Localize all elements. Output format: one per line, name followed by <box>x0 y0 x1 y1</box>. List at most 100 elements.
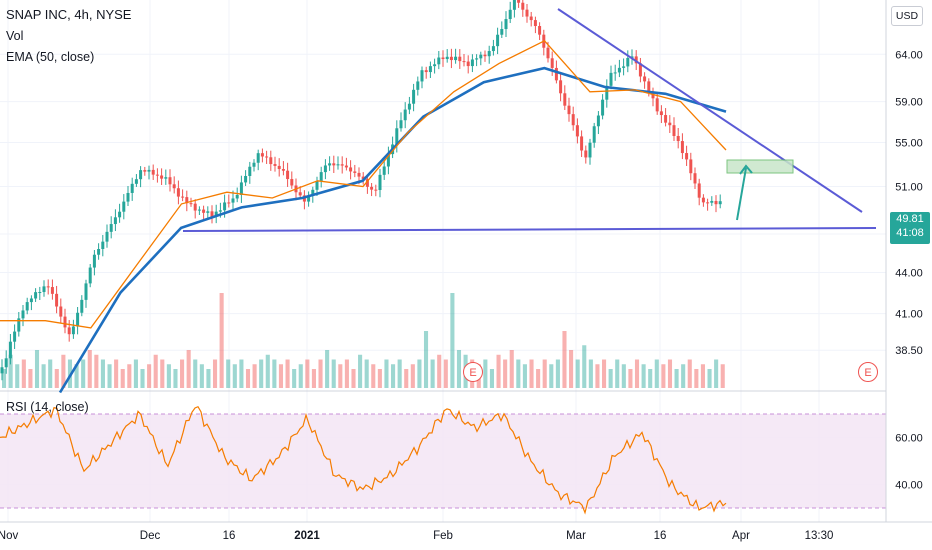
candle-body <box>357 172 361 177</box>
candle-body <box>706 202 710 204</box>
volume-bar <box>74 364 79 388</box>
volume-bar <box>259 359 264 388</box>
volume-bar <box>621 364 626 388</box>
candle-body <box>668 122 672 126</box>
volume-bar <box>397 359 402 388</box>
volume-bar <box>674 369 679 388</box>
volume-bar <box>667 359 673 388</box>
volume-bar <box>81 359 86 388</box>
price-tick-label: 59.00 <box>895 97 923 109</box>
candle-body <box>126 192 130 202</box>
candle-body <box>458 56 462 62</box>
volume-bar <box>364 359 369 388</box>
volume-bar <box>219 293 224 388</box>
candle-body <box>647 81 651 92</box>
time-tick-label: 16 <box>223 530 236 542</box>
volume-bar <box>707 369 712 388</box>
rsi-axis-ticks: 40.00 60.00 <box>895 432 923 491</box>
candle-body <box>273 164 277 166</box>
rsi-tick-label: 60.00 <box>895 432 923 444</box>
volume-bar <box>509 350 514 388</box>
candle-body <box>433 64 437 67</box>
target-box[interactable] <box>726 159 794 174</box>
support-trendline[interactable] <box>182 227 877 232</box>
last-price-badge: 49.81 41:08 <box>890 212 930 244</box>
earnings-marker-apr[interactable]: E <box>858 362 878 382</box>
rsi-legend[interactable]: RSI (14, close) <box>6 400 89 414</box>
volume-bar <box>265 354 270 388</box>
volume-bar <box>522 364 527 388</box>
candle-body <box>223 202 227 211</box>
candle-body <box>571 114 575 126</box>
volume-bar <box>503 359 508 388</box>
time-tick-label: 16 <box>654 530 667 542</box>
rsi-band <box>0 414 886 508</box>
candle-body <box>290 179 294 186</box>
volume-bar <box>305 359 310 388</box>
volume-bar <box>298 364 303 388</box>
volume-bar <box>423 331 429 388</box>
volume-bar <box>331 359 336 388</box>
volume-bar <box>615 359 620 388</box>
candle-body <box>584 150 588 158</box>
projection-arrow[interactable] <box>736 164 753 221</box>
candle-body <box>592 126 596 143</box>
candle-body <box>517 0 521 3</box>
candle-body <box>340 164 344 166</box>
candle-body <box>172 184 176 189</box>
candle-body <box>403 109 407 121</box>
earnings-marker-feb[interactable]: E <box>463 362 483 382</box>
candle-body <box>479 54 483 59</box>
candle-body <box>407 103 411 110</box>
candle-body <box>575 125 579 137</box>
volume-bar <box>41 364 46 388</box>
candle-body <box>265 156 269 158</box>
volume-bar <box>232 364 237 388</box>
candle-body <box>710 200 714 203</box>
volume-bar <box>120 369 125 388</box>
volume-bar <box>443 359 448 388</box>
candle-body <box>689 159 693 174</box>
candle-body <box>550 58 554 68</box>
volume-bar <box>140 369 145 388</box>
candle-body <box>50 287 54 294</box>
ema-legend[interactable]: EMA (50, close) <box>6 50 95 64</box>
candle-body <box>176 188 180 197</box>
candle-body <box>42 286 46 293</box>
candle-body <box>428 66 432 73</box>
volume-bar <box>212 359 218 388</box>
candle-body <box>256 153 260 163</box>
volume-bar <box>450 293 455 388</box>
candle-body <box>319 172 323 182</box>
time-tick-label: Mar <box>566 530 586 542</box>
price-tick-label: 38.50 <box>895 345 923 357</box>
candle-body <box>693 173 697 184</box>
candle-body <box>605 85 609 100</box>
volume-bar <box>325 350 330 388</box>
volume-bar <box>100 359 105 388</box>
volume-bar <box>404 369 409 388</box>
candle-body <box>622 66 626 68</box>
candle-body <box>613 72 617 74</box>
volume-bar <box>555 359 560 388</box>
candle-body <box>563 93 567 106</box>
volume-bar <box>318 359 323 388</box>
volume-bar <box>180 359 185 388</box>
volume-legend[interactable]: Vol <box>6 29 24 43</box>
volume-bar <box>417 359 422 388</box>
volume-bar <box>285 359 290 388</box>
rsi-line <box>0 405 727 515</box>
symbol-title[interactable]: SNAP INC, 4h, NYSE <box>6 7 132 22</box>
candle-body <box>143 170 147 172</box>
currency-button[interactable]: USD <box>891 6 923 26</box>
ema-fast-line <box>0 39 727 329</box>
candle-body <box>298 192 302 196</box>
resistance-trendline[interactable] <box>557 8 863 213</box>
volume-bar <box>641 364 646 388</box>
volume-bar <box>456 350 462 388</box>
candle-body <box>525 9 529 17</box>
volume-bar <box>569 350 574 388</box>
candle-body <box>248 166 252 176</box>
candle-body <box>244 175 248 183</box>
